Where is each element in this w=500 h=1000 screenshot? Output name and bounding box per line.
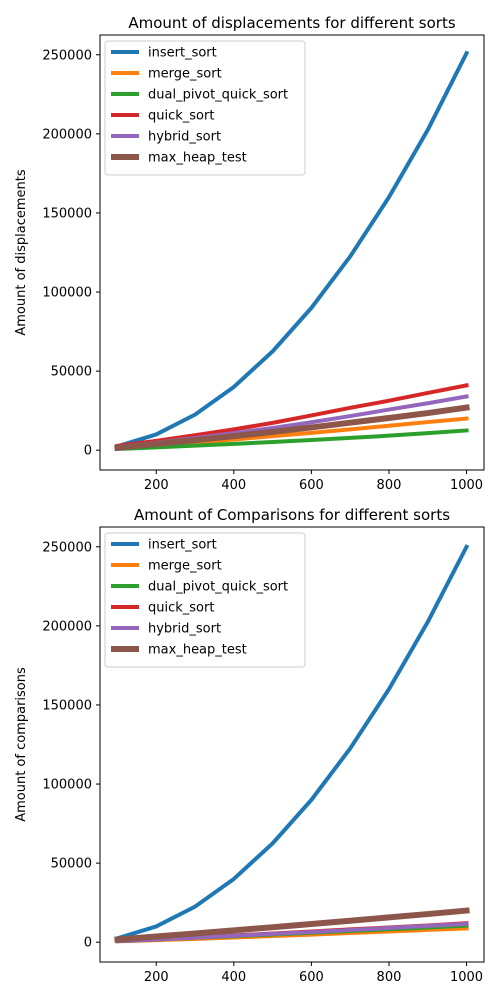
legend-box [104,532,306,668]
legend-label: dual_pivot_quick_sort [148,580,288,595]
x-tick-label: 600 [299,478,324,493]
legend-box [104,40,306,176]
x-tick-label: 800 [377,478,402,493]
legend-label: quick_sort [148,109,214,124]
axes-frame [99,34,485,471]
comparisons-chart: Amount of Comparisons for different sort… [14,506,485,985]
chart-title: Amount of displacements for different so… [128,14,456,32]
axes-frame [99,526,485,963]
series-line-quick-sort [115,383,469,449]
x-tick-label: 200 [144,478,169,493]
x-tick-label: 800 [377,970,402,985]
series-line-hybrid-sort [115,921,469,944]
y-tick-label: 100000 [42,286,92,301]
legend-label: insert_sort [148,538,217,553]
legend-label: insert_sort [148,46,217,61]
y-tick-label: 150000 [42,206,92,221]
y-axis-label: Amount of comparisons [14,667,29,822]
legend-label: hybrid_sort [148,130,221,145]
y-tick-label: 50000 [51,365,92,380]
chart-title: Amount of Comparisons for different sort… [134,506,450,524]
series-line-max-heap-test [114,907,470,943]
y-tick-label: 150000 [42,698,92,713]
legend-label: dual_pivot_quick_sort [148,88,288,103]
series-line-insert-sort [114,544,470,941]
x-tick-label: 400 [221,478,246,493]
y-tick-label: 200000 [42,127,92,142]
y-tick-label: 250000 [42,540,92,555]
legend-label: merge_sort [148,67,222,82]
y-tick-label: 250000 [42,48,92,63]
x-tick-label: 600 [299,970,324,985]
x-tick-label: 1000 [450,478,483,493]
y-tick-label: 100000 [42,778,92,793]
y-tick-label: 50000 [51,857,92,872]
y-tick-label: 0 [84,936,92,951]
legend-label: merge_sort [148,559,222,574]
y-tick-label: 0 [84,444,92,459]
series-line-max-heap-test [114,404,470,452]
displacements-chart: Amount of displacements for different so… [14,14,485,493]
series-line-dual-pivot-quick-sort [115,428,469,452]
y-axis-label: Amount of displacements [14,169,29,335]
x-tick-label: 1000 [450,970,483,985]
legend-label: quick_sort [148,601,214,616]
series-line-insert-sort [114,50,470,449]
legend-label: hybrid_sort [148,622,221,637]
x-tick-label: 400 [221,970,246,985]
x-tick-label: 200 [144,970,169,985]
legend-label: max_heap_test [148,643,247,658]
y-tick-label: 200000 [42,619,92,634]
legend-label: max_heap_test [148,151,247,166]
